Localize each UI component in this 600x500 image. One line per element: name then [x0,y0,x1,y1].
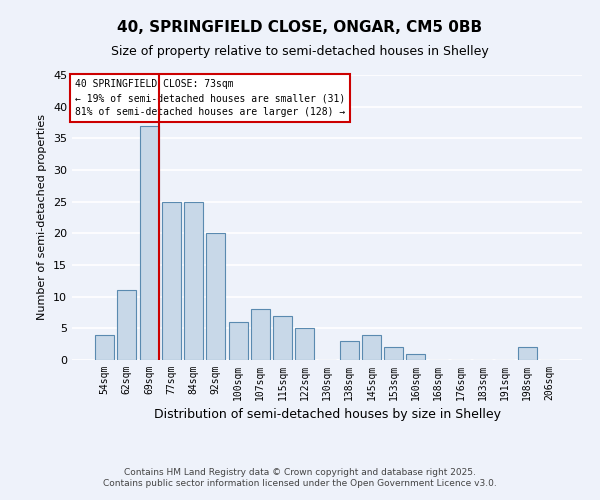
Bar [340,341,359,360]
Text: Size of property relative to semi-detached houses in Shelley: Size of property relative to semi-detach… [111,45,489,58]
Bar [206,234,225,360]
Bar [518,348,536,360]
Bar [251,310,270,360]
Text: 40 SPRINGFIELD CLOSE: 73sqm
← 19% of semi-detached houses are smaller (31)
81% o: 40 SPRINGFIELD CLOSE: 73sqm ← 19% of sem… [74,80,345,118]
X-axis label: Distribution of semi-detached houses by size in Shelley: Distribution of semi-detached houses by … [154,408,500,422]
Y-axis label: Number of semi-detached properties: Number of semi-detached properties [37,114,47,320]
Bar [295,328,314,360]
Bar [184,202,203,360]
Bar [273,316,292,360]
Bar [140,126,158,360]
Bar [406,354,425,360]
Bar [162,202,181,360]
Bar [362,334,381,360]
Bar [384,348,403,360]
Text: 40, SPRINGFIELD CLOSE, ONGAR, CM5 0BB: 40, SPRINGFIELD CLOSE, ONGAR, CM5 0BB [118,20,482,35]
Bar [95,334,114,360]
Text: Contains HM Land Registry data © Crown copyright and database right 2025.
Contai: Contains HM Land Registry data © Crown c… [103,468,497,487]
Bar [118,290,136,360]
Bar [229,322,248,360]
